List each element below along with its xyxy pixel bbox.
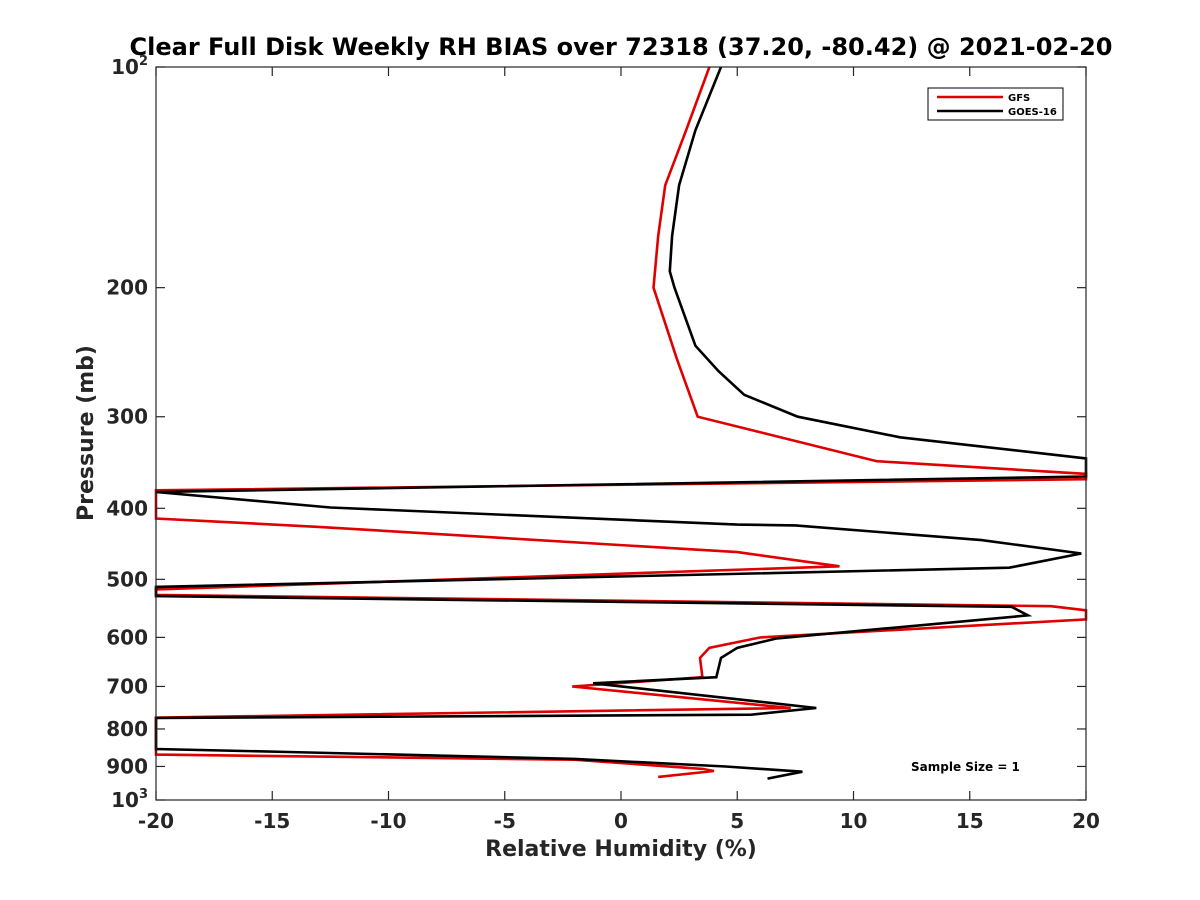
- y-tick-label: 600: [106, 625, 148, 649]
- x-tick-label: -15: [254, 809, 290, 833]
- y-tick-label: 300: [106, 405, 148, 429]
- y-tick-label: 500: [106, 567, 148, 591]
- legend-box: [927, 87, 1064, 121]
- series-line-goes16: [154, 66, 1088, 780]
- legend-label-gfs: GFS: [1008, 93, 1030, 104]
- y-tick-label: 700: [106, 674, 148, 698]
- x-axis-ticks: -20 -15 -10 -5 0 5 10 15 20: [138, 67, 1100, 833]
- y-tick-label: 200: [106, 276, 148, 300]
- x-tick-label: 5: [730, 809, 744, 833]
- x-tick-label: 0: [614, 809, 628, 833]
- legend-label-goes16: GOES-16: [1008, 107, 1057, 118]
- x-tick-label: 15: [956, 809, 984, 833]
- series-line-gfs: [154, 66, 1088, 779]
- y-tick-label: 800: [106, 717, 148, 741]
- y-tick-label: 400: [106, 496, 148, 520]
- y-axis-label: Pressure (mb): [74, 345, 99, 521]
- x-tick-label: 10: [840, 809, 868, 833]
- series-layer: [154, 66, 1088, 780]
- sample-size-annotation: Sample Size = 1: [911, 760, 1020, 774]
- x-tick-label: 20: [1072, 809, 1100, 833]
- x-tick-label: -5: [494, 809, 516, 833]
- y-tick-label: 102: [111, 54, 148, 79]
- chart-title: Clear Full Disk Weekly RH BIAS over 7231…: [130, 33, 1113, 61]
- x-tick-label: -10: [370, 809, 406, 833]
- y-tick-label: 900: [106, 754, 148, 778]
- x-tick-label: -20: [138, 809, 174, 833]
- y-tick-label: 103: [111, 787, 148, 812]
- y-axis-ticks: 102 200 300 400 500 600 700 800 900 103: [106, 54, 1086, 812]
- x-axis-label: Relative Humidity (%): [485, 837, 757, 862]
- legend: GFS GOES-16: [927, 87, 1064, 121]
